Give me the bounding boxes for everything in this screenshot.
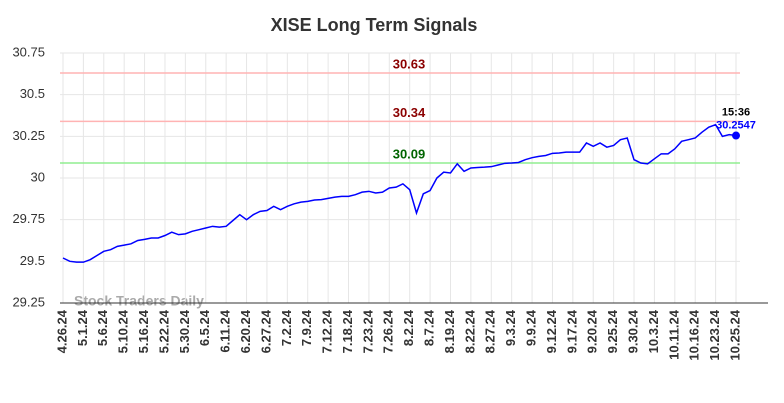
x-tick-label: 8.27.24 — [483, 309, 498, 353]
x-tick-label: 6.5.24 — [197, 309, 212, 346]
y-tick-label: 30.5 — [20, 86, 45, 101]
watermark: Stock Traders Daily — [74, 293, 204, 309]
x-tick-label: 5.6.24 — [95, 309, 110, 346]
x-tick-label: 9.3.24 — [503, 309, 518, 346]
x-tick-label: 9.25.24 — [605, 309, 620, 353]
y-tick-label: 30 — [31, 169, 45, 184]
x-tick-label: 8.2.24 — [401, 309, 416, 346]
last-value: 30.2547 — [716, 119, 756, 131]
x-tick-label: 9.20.24 — [585, 309, 600, 353]
x-tick-label: 7.23.24 — [360, 309, 375, 353]
x-tick-label: 10.23.24 — [707, 309, 722, 360]
x-tick-label: 5.1.24 — [75, 309, 90, 346]
x-tick-label: 7.18.24 — [340, 309, 355, 353]
level-label: 30.63 — [393, 56, 426, 71]
y-tick-label: 30.75 — [12, 44, 45, 59]
last-point — [732, 131, 740, 140]
x-tick-label: 9.12.24 — [544, 309, 559, 353]
x-tick-label: 10.16.24 — [687, 309, 702, 360]
x-tick-label: 7.26.24 — [381, 309, 396, 353]
x-tick-label: 9.30.24 — [625, 309, 640, 353]
x-tick-label: 5.30.24 — [177, 309, 192, 353]
y-tick-label: 29.25 — [12, 294, 45, 309]
x-tick-label: 5.22.24 — [156, 309, 171, 353]
x-tick-label: 8.19.24 — [442, 309, 457, 353]
x-tick-label: 5.16.24 — [136, 309, 151, 353]
x-tick-label: 7.12.24 — [320, 309, 335, 353]
x-tick-label: 6.20.24 — [238, 309, 253, 353]
level-label: 30.09 — [393, 146, 426, 161]
chart-title: XISE Long Term Signals — [271, 15, 478, 35]
x-tick-label: 7.2.24 — [279, 309, 294, 346]
x-tick-label: 6.11.24 — [218, 309, 233, 352]
x-tick-label: 9.17.24 — [564, 309, 579, 353]
x-tick-label: 10.3.24 — [646, 309, 661, 353]
x-tick-label: 8.22.24 — [462, 309, 477, 353]
y-tick-label: 29.5 — [20, 253, 45, 268]
x-tick-label: 10.11.24 — [666, 309, 681, 360]
level-label: 30.34 — [393, 105, 426, 120]
y-tick-label: 29.75 — [12, 211, 45, 226]
x-tick-label: 4.26.24 — [54, 309, 69, 353]
x-tick-label: 9.9.24 — [523, 309, 538, 346]
last-time: 15:36 — [722, 106, 750, 118]
x-tick-label: 6.27.24 — [258, 309, 273, 353]
price-line — [62, 123, 737, 263]
x-tick-label: 8.7.24 — [422, 309, 437, 346]
y-tick-label: 30.25 — [12, 128, 45, 143]
x-tick-label: 5.10.24 — [116, 309, 131, 353]
x-tick-label: 7.9.24 — [299, 309, 314, 346]
x-tick-label: 10.25.24 — [727, 309, 742, 360]
